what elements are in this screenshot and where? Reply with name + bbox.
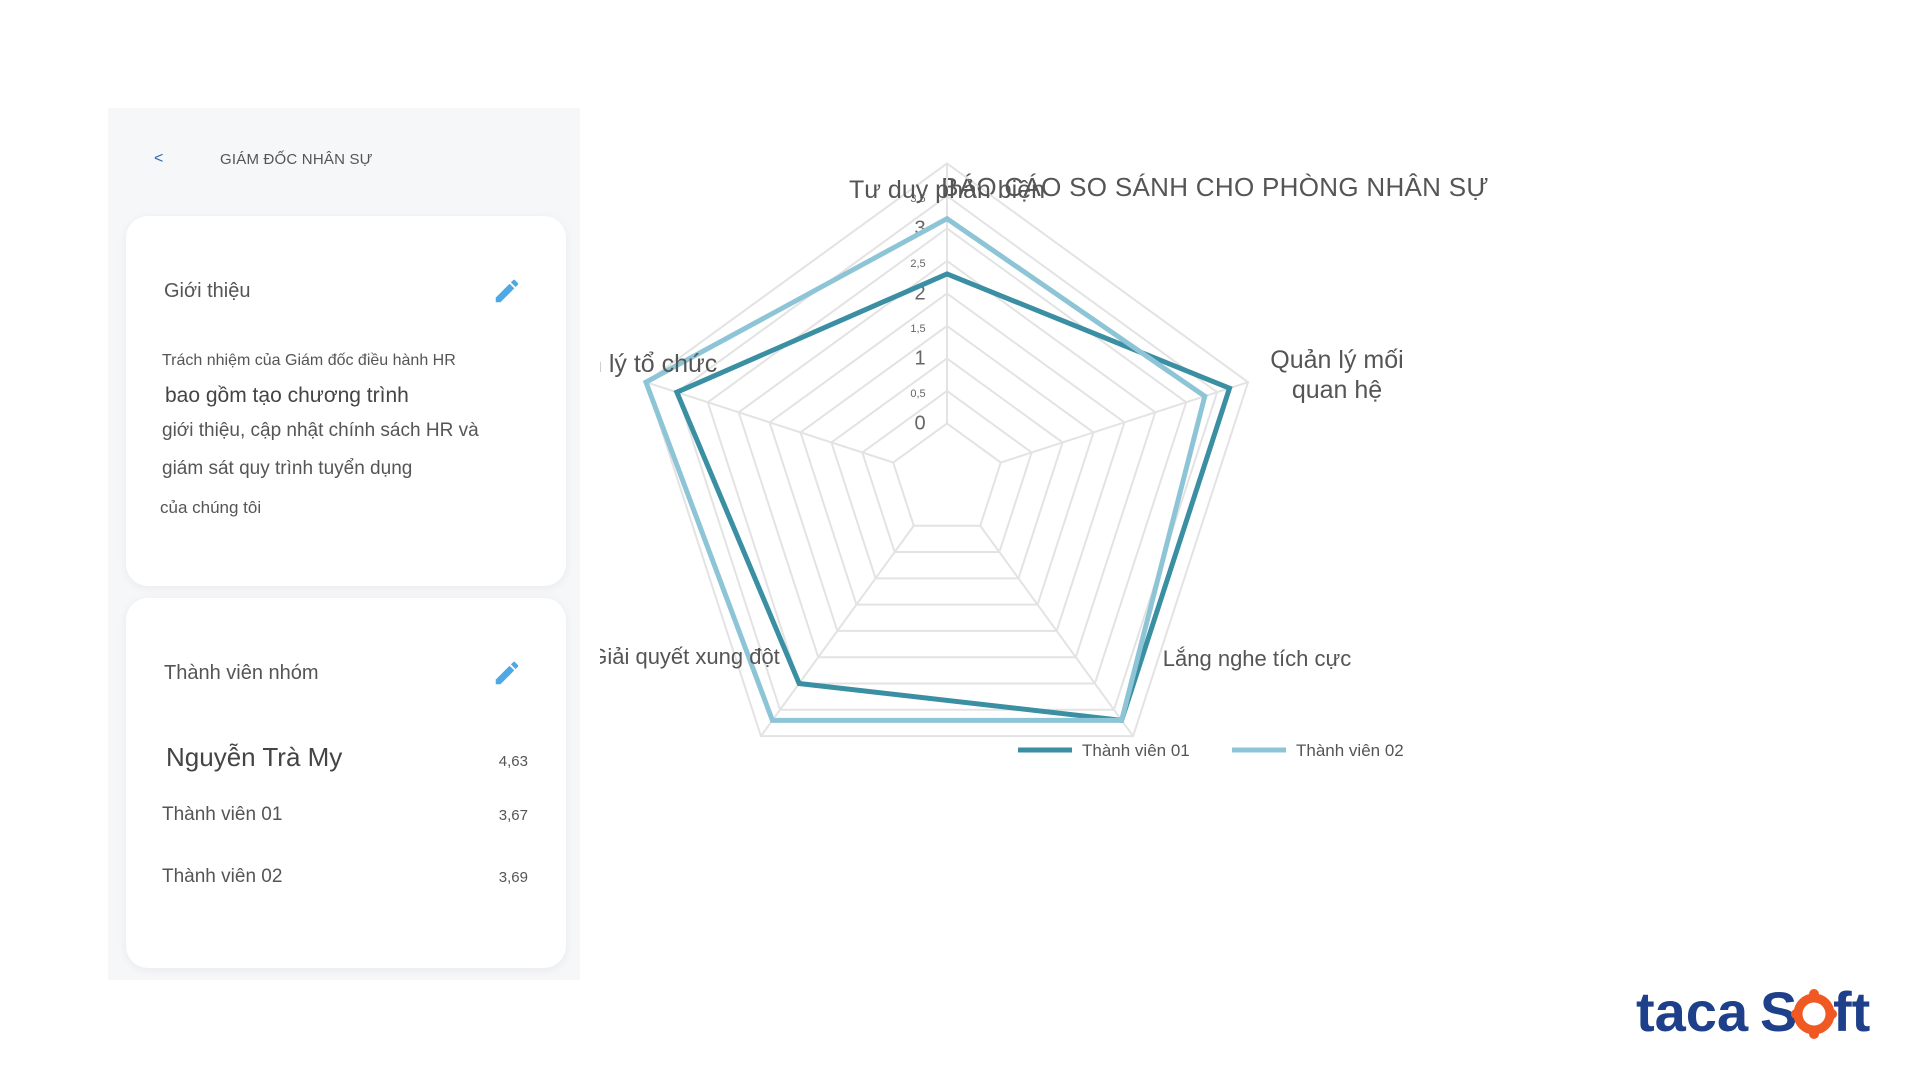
- axis-label: Quản lý tổ chức: [600, 350, 717, 378]
- axis-label: Giải quyết xung đột: [600, 644, 780, 669]
- pencil-icon[interactable]: [492, 658, 522, 688]
- member-row[interactable]: Nguyễn Trà My 4,63: [162, 742, 528, 773]
- chart-title: BÁO CÁO SO SÁNH CHO PHÒNG NHÂN SỰ: [941, 172, 1489, 202]
- tick-label: 3,5: [910, 193, 925, 205]
- member-name: Nguyễn Trà My: [166, 742, 343, 772]
- tacasoft-logo: taca S ft: [1636, 980, 1870, 1043]
- tick-label: 1: [914, 347, 925, 369]
- intro-line: bao gồm tạo chương trình: [165, 384, 409, 407]
- tick-label: 1,5: [910, 323, 925, 335]
- grid-ring: [737, 259, 1157, 659]
- axis-label: Quản lý mối: [1270, 346, 1403, 374]
- legend-label: Thành viên 02: [1296, 741, 1404, 760]
- grid-spoke: [979, 525, 1134, 737]
- logo-text: taca: [1636, 980, 1749, 1043]
- breadcrumb: GIÁM ĐỐC NHÂN SỰ: [220, 150, 373, 168]
- member-name: Thành viên 01: [162, 804, 283, 825]
- grid-spoke: [645, 381, 894, 464]
- series-line-2: [642, 215, 1208, 723]
- team-card: Thành viên nhóm Nguyễn Trà My 4,63 Thành…: [126, 598, 566, 968]
- grid-ring: [830, 357, 1064, 580]
- intro-line: giám sát quy trình tuyển dụng: [162, 458, 413, 479]
- tick-label: 0,5: [910, 388, 925, 400]
- grid-ring: [706, 227, 1188, 685]
- member-score: 3,67: [498, 807, 528, 824]
- grid-ring: [861, 389, 1033, 554]
- member-score: 3,69: [498, 869, 528, 886]
- axis-label: Tư duy phản biện: [849, 176, 1045, 204]
- grid-ring: [644, 162, 1250, 738]
- gear-o-icon: [1791, 989, 1837, 1039]
- tick-label: 0: [914, 412, 925, 434]
- grid-ring: [675, 194, 1219, 711]
- team-card-title: Thành viên nhóm: [164, 662, 319, 684]
- grid-ring: [799, 324, 1095, 606]
- member-row[interactable]: Thành viên 01 3,67: [162, 804, 528, 826]
- axis-label: quan hệ: [1292, 376, 1382, 404]
- intro-text: Trách nhiệm của Giám đốc điều hành HR ba…: [160, 352, 536, 518]
- intro-card: Giới thiệu Trách nhiệm của Giám đốc điều…: [126, 216, 566, 586]
- logo-text: ft: [1833, 980, 1870, 1043]
- intro-card-title: Giới thiệu: [164, 280, 251, 302]
- series-line-1: [673, 271, 1233, 724]
- grid-ring: [768, 292, 1126, 632]
- intro-line: của chúng tôi: [160, 498, 262, 517]
- axis-label: Lắng nghe tích cực: [1163, 646, 1351, 671]
- intro-line: giới thiệu, cập nhật chính sách HR và: [162, 420, 479, 441]
- tick-label: 3: [914, 217, 925, 239]
- legend-label: Thành viên 01: [1082, 741, 1190, 760]
- member-name: Thành viên 02: [162, 866, 283, 887]
- member-row[interactable]: Thành viên 02 3,69: [162, 866, 528, 888]
- tick-label: 2,5: [910, 258, 925, 270]
- member-score: 4,63: [498, 753, 528, 770]
- header-row: < GIÁM ĐỐC NHÂN SỰ: [154, 150, 373, 168]
- chevron-left-icon[interactable]: <: [154, 150, 164, 167]
- intro-line: Trách nhiệm của Giám đốc điều hành HR: [162, 352, 456, 369]
- tick-label: 2: [914, 282, 925, 304]
- logo-text: S: [1760, 980, 1797, 1043]
- radar-svg: 0 0,5 1 1,5 2 2,5 3 3,5Tư duy phản biện Quản lý …: [600, 162, 1404, 760]
- pencil-icon[interactable]: [492, 276, 522, 306]
- grid-ring: [892, 422, 1002, 527]
- left-panel: < GIÁM ĐỐC NHÂN SỰ Giới thiệu Trách nhiệ…: [108, 108, 580, 980]
- radar-chart: BÁO CÁO SO SÁNH CHO PHÒNG NHÂN SỰ 0 0,5 1 1…: [600, 140, 1830, 940]
- grid-spoke: [760, 525, 915, 737]
